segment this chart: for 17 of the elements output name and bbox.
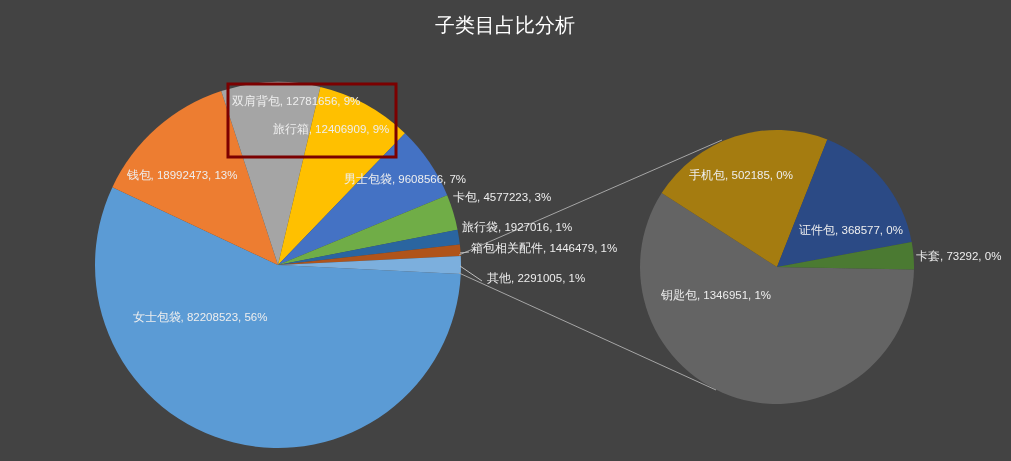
chart-title: 子类目占比分析	[435, 14, 575, 36]
slice-label: 旅行袋, 1927016, 1%	[462, 221, 573, 233]
slice-label: 钥匙包, 1346951, 1%	[659, 289, 772, 301]
pie-slice	[777, 139, 912, 267]
pie-slice	[640, 193, 914, 404]
slice-label: 证件包, 368577, 0%	[799, 224, 903, 236]
slice-label: 手机包, 502185, 0%	[689, 168, 793, 181]
slice-label: 箱包相关配件, 1446479, 1%	[471, 241, 618, 254]
slice-label: 钱包, 18992473, 13%	[125, 169, 238, 181]
slice-label: 卡套, 73292, 0%	[916, 250, 1002, 262]
slice-label: 旅行箱, 12406909, 9%	[272, 123, 390, 135]
slice-label: 卡包, 4577223, 3%	[453, 191, 552, 203]
slice-label: 女士包袋, 82208523, 56%	[132, 311, 268, 323]
pie-slice	[777, 241, 914, 270]
slice-label: 其他, 2291005, 1%	[487, 272, 586, 284]
pie-slice	[278, 133, 448, 265]
pie-slice	[278, 229, 460, 265]
